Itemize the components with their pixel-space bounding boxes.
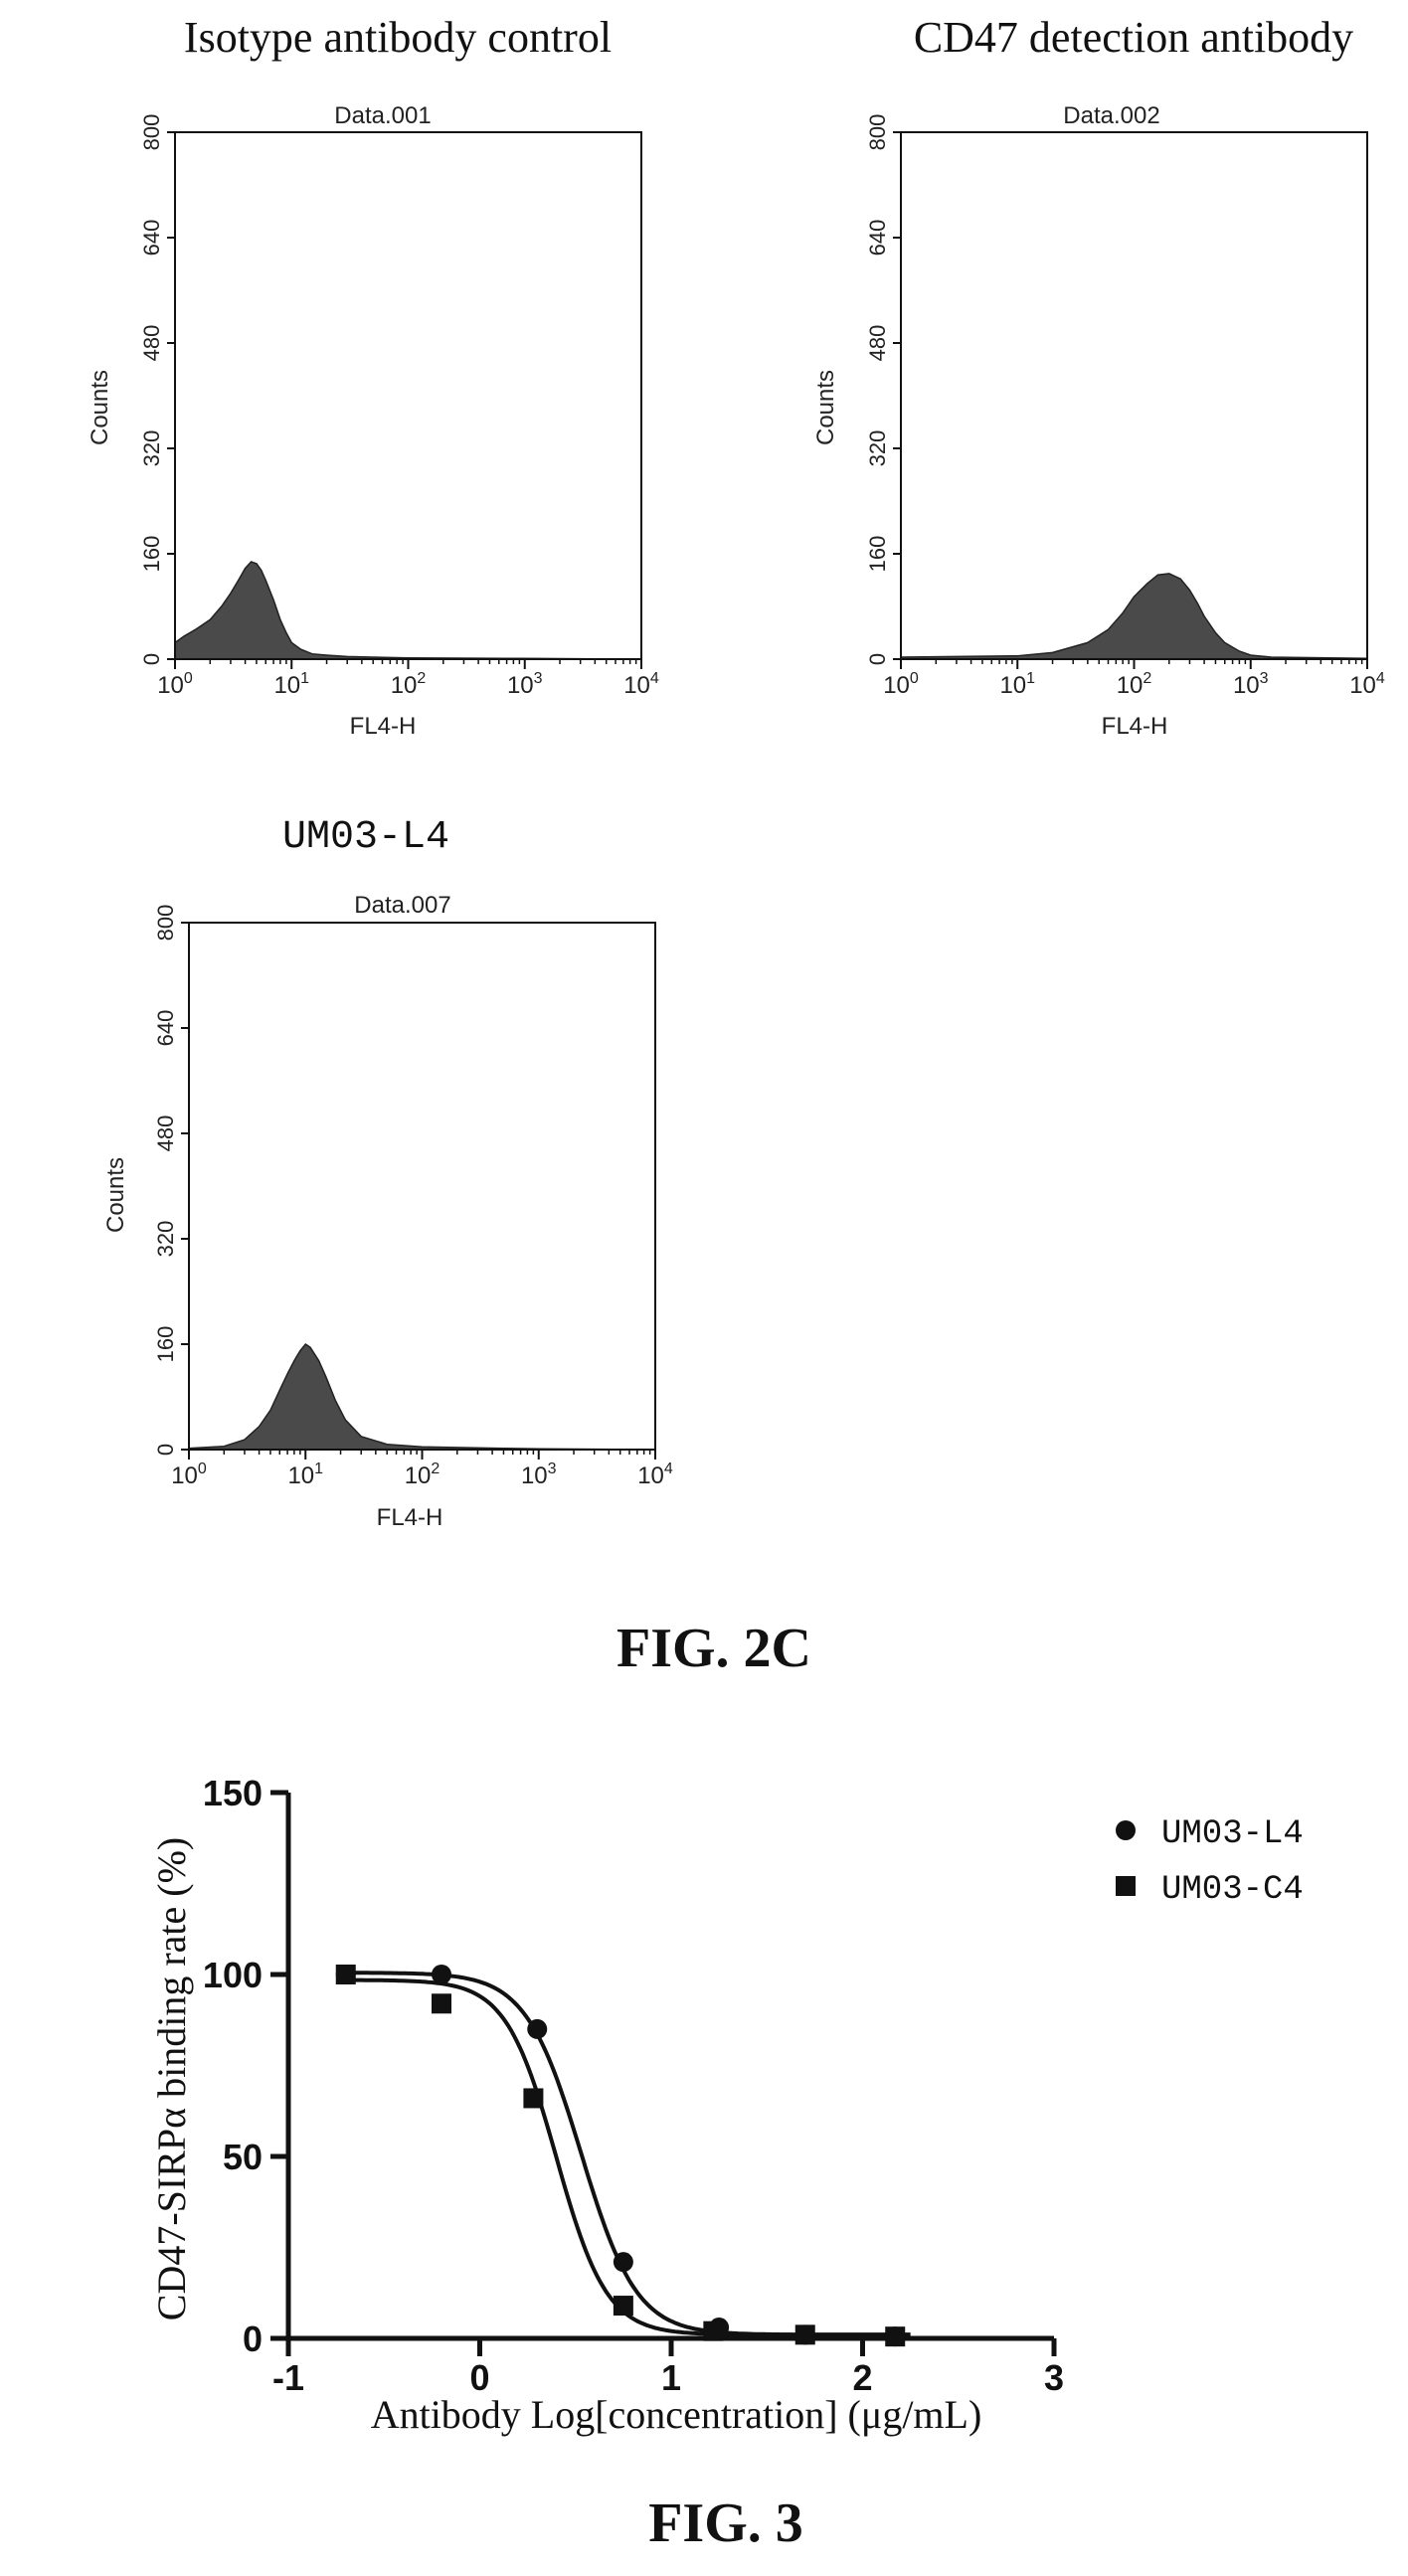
x-tick-label: 102 [391, 670, 427, 699]
y-tick-label: 480 [139, 325, 164, 362]
y-tick-label: 800 [865, 114, 890, 151]
x-tick-label: -1 [272, 2357, 304, 2398]
axis-label-x: FL4-H [377, 1504, 443, 1531]
y-tick-label: 480 [153, 1116, 178, 1152]
x-tick-label: 104 [1349, 670, 1385, 699]
y-tick-label: 320 [865, 430, 890, 467]
axis-label-y: Counts [102, 1157, 129, 1233]
y-tick-label: 320 [153, 1221, 178, 1258]
panel-data-label: Data.001 [334, 102, 431, 129]
histogram-panel-cd47-detection: CD47 detection antibody Data.002 Counts … [812, 13, 1385, 740]
plot-frame [188, 922, 656, 1451]
y-tick-label: 160 [139, 536, 164, 573]
data-point-um03-l4 [613, 2252, 633, 2273]
x-tick-label: 104 [623, 670, 659, 699]
y-tick-label: 640 [865, 220, 890, 257]
histogram-fill [188, 1342, 656, 1451]
data-point-um03-l4 [527, 2018, 548, 2039]
x-tick-label: 101 [273, 670, 309, 699]
histogram-plot: 0 160 320 480 640 800 100 101 102 103 104 [139, 114, 659, 699]
histogram-fill [900, 573, 1368, 660]
x-tick-label: 102 [1117, 670, 1152, 699]
y-tick-label: 0 [865, 653, 890, 665]
axis-label-y: Counts [812, 370, 839, 445]
data-point-um03-c4 [432, 1993, 451, 2014]
y-tick-label: 800 [153, 905, 178, 942]
x-tick-label: 101 [999, 670, 1035, 699]
y-tick-label: 320 [139, 430, 164, 467]
y-tick-label: 0 [243, 2318, 263, 2359]
axis-label-y: Counts [87, 370, 113, 445]
y-tick-label: 160 [153, 1326, 178, 1363]
fit-curve-um03-l4 [336, 1971, 911, 2337]
x-tick-label: 103 [1233, 670, 1269, 699]
panel-data-label: Data.007 [354, 892, 450, 919]
y-tick-label: 480 [865, 325, 890, 362]
data-point-um03-c4 [523, 2088, 544, 2109]
panel-title: Isotype antibody control [184, 13, 612, 62]
x-tick-label: 0 [469, 2357, 489, 2398]
x-tick-label: 100 [157, 670, 193, 699]
legend: UM03-L4 UM03-C4 [1116, 1815, 1304, 1909]
histogram-panel-isotype-control: Isotype antibody control Data.001 Counts… [87, 13, 659, 740]
x-tick-label: 104 [637, 1460, 673, 1489]
legend-label: UM03-C4 [1161, 1871, 1304, 1909]
y-tick-label: 800 [139, 114, 164, 151]
x-tick-label: 1 [661, 2357, 681, 2398]
fit-curve-um03-c4 [336, 1977, 911, 2337]
axis-label-x: Antibody Log[concentration] (μg/mL) [371, 2392, 982, 2437]
data-point-um03-c4 [885, 2326, 906, 2347]
data-point-um03-l4 [432, 1965, 451, 1984]
data-point-um03-c4 [703, 2320, 724, 2341]
x-tick-label: 3 [1044, 2357, 1064, 2398]
axis-label-x: FL4-H [1102, 713, 1168, 740]
legend-marker-um03-c4 [1116, 1876, 1136, 1896]
plot-frame [900, 131, 1368, 660]
x-tick-label: 101 [287, 1460, 323, 1489]
dose-response-chart: CD47-SIRPα binding rate (%) Antibody Log… [149, 1773, 1304, 2437]
histogram-plot: 0 160 320 480 640 800 100 101 102 103 104 [153, 905, 673, 1489]
y-tick-label: 160 [865, 536, 890, 573]
panel-title: UM03-L4 [282, 815, 449, 860]
figure-caption-2c: FIG. 2C [616, 1618, 811, 1679]
x-tick-label: 103 [507, 670, 543, 699]
y-tick-label: 0 [139, 653, 164, 665]
axis-label-x: FL4-H [350, 713, 417, 740]
x-tick-label: 100 [883, 670, 919, 699]
histogram-fill [174, 561, 642, 660]
x-tick-label: 102 [405, 1460, 440, 1489]
legend-marker-um03-l4 [1116, 1820, 1136, 1840]
histogram-panel-um03-l4: UM03-L4 Data.007 Counts FL4-H 0 160 320 480… [102, 815, 673, 1531]
y-tick-label: 640 [139, 220, 164, 257]
y-tick-label: 0 [153, 1444, 178, 1456]
data-point-um03-c4 [335, 1965, 356, 1984]
y-tick-label: 150 [203, 1773, 263, 1813]
x-tick-label: 103 [521, 1460, 557, 1489]
legend-label: UM03-L4 [1161, 1815, 1304, 1853]
figure-caption-3: FIG. 3 [648, 2492, 803, 2554]
y-tick-label: 50 [223, 2137, 263, 2177]
panel-data-label: Data.002 [1063, 102, 1159, 129]
histogram-plot: 0 160 320 480 640 800 100 101 102 103 104 [865, 114, 1385, 699]
x-tick-label: 100 [171, 1460, 207, 1489]
y-tick-label: 640 [153, 1010, 178, 1047]
panel-title: CD47 detection antibody [914, 13, 1353, 62]
data-point-um03-c4 [613, 2296, 633, 2317]
y-tick-label: 100 [203, 1955, 263, 1995]
x-tick-label: 2 [852, 2357, 872, 2398]
axis-label-y: CD47-SIRPα binding rate (%) [149, 1837, 194, 2320]
data-point-um03-c4 [794, 2324, 815, 2345]
